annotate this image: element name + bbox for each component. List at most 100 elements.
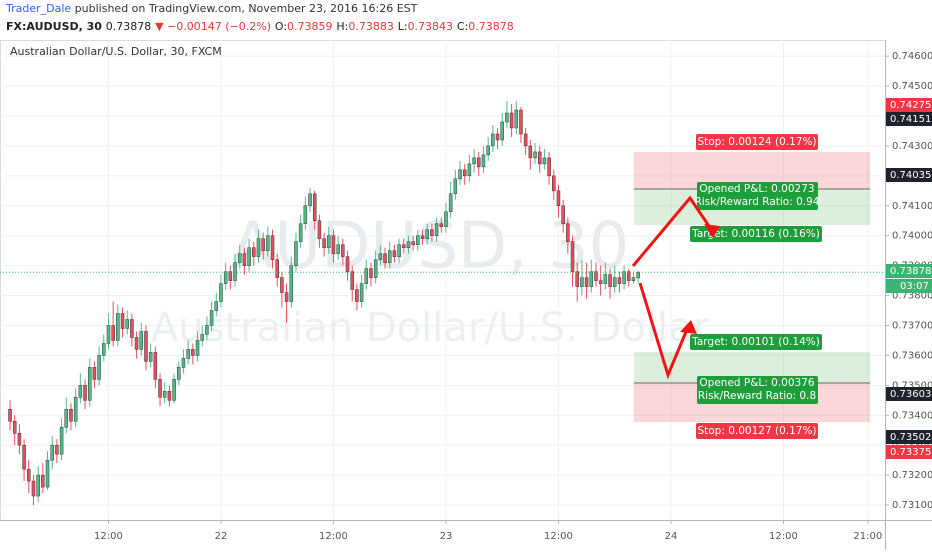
candle-body — [78, 385, 83, 398]
candle-body — [55, 444, 59, 455]
candle-body — [167, 391, 172, 401]
candle-body — [270, 235, 275, 260]
candle-body — [359, 283, 364, 302]
candle-body — [627, 271, 631, 281]
y-tick-label: 0.74300 — [892, 141, 932, 152]
candle-body — [31, 480, 36, 497]
y-tick-label: 0.73500 — [892, 380, 932, 391]
candle-body — [364, 268, 369, 284]
candle-body — [458, 169, 462, 180]
rr-label: Risk/Reward Ratio: 0.8 — [698, 390, 816, 402]
candle-body — [373, 259, 378, 278]
candle-body — [139, 331, 144, 350]
candle-body — [275, 259, 279, 278]
candle-body — [416, 235, 420, 245]
candle-body — [22, 444, 26, 470]
price-tag — [886, 445, 932, 459]
y-tick-label: 0.73400 — [892, 410, 932, 421]
candle-body — [537, 151, 542, 165]
candle-body — [242, 253, 247, 266]
candle-body — [144, 331, 148, 362]
candle-body — [533, 151, 537, 159]
author[interactable]: Trader_Dale — [5, 2, 71, 15]
candle-body — [612, 277, 617, 287]
symbol-line: FX:AUDUSD, 30 0.73878 ▼ −0.00147 (−0.2%)… — [6, 20, 514, 33]
candle-body — [120, 313, 125, 329]
candle-body — [444, 211, 448, 227]
candle-body — [392, 250, 397, 257]
candle-body — [439, 223, 444, 227]
candle-body — [580, 277, 584, 287]
countdown-tag — [886, 279, 932, 293]
change: ▼ −0.00147 (−0.2%) — [155, 20, 271, 33]
x-tick-label: 12:00 — [769, 531, 798, 542]
candle-body — [608, 274, 612, 287]
candle-body — [214, 301, 219, 311]
candle-body — [111, 325, 115, 341]
candle-body — [36, 474, 40, 497]
pnl-label: Opened P&L: 0.00273 — [699, 183, 814, 195]
candle-body — [636, 271, 640, 279]
candle-body — [350, 271, 354, 290]
candle-body — [547, 157, 551, 177]
price-tag — [886, 387, 932, 401]
candle-body — [411, 241, 415, 245]
candle-body — [514, 109, 519, 129]
candle-body — [584, 277, 589, 287]
arrow — [638, 282, 690, 380]
candle-body — [402, 244, 406, 248]
candle-body — [158, 379, 162, 398]
candle-body — [97, 355, 101, 380]
price-tag-label: 0.74151 — [890, 114, 931, 125]
ohlc-value: 0.73859 — [287, 20, 333, 33]
candle-body — [303, 205, 308, 224]
candle-body — [430, 229, 434, 236]
price-tag-label: 0.73502 — [890, 432, 931, 443]
y-tick-label: 0.73700 — [892, 320, 932, 331]
candle-body — [561, 205, 565, 224]
price-tag-label: 0.73878 — [890, 266, 931, 277]
candle-body — [280, 277, 284, 293]
candle-body — [106, 325, 111, 344]
candle-body — [472, 157, 476, 165]
candle-body — [462, 169, 467, 177]
price-tag-label: 0.74035 — [890, 170, 931, 181]
candle-body — [181, 358, 186, 368]
ohlc-value: 0.73883 — [348, 20, 394, 33]
symbol: FX:AUDUSD, 30 — [6, 20, 102, 33]
candle-body — [486, 145, 490, 156]
candle-body — [294, 241, 298, 266]
price-tag-label: 0.73375 — [890, 447, 931, 458]
candle-body — [134, 337, 139, 350]
candle-body — [92, 367, 97, 380]
candle-body — [575, 271, 579, 287]
ohlc-label: O: — [275, 20, 287, 33]
candle-body — [64, 409, 69, 428]
candle-body — [603, 274, 608, 284]
candle-body — [186, 349, 190, 359]
candle-body — [247, 247, 251, 266]
candle-body — [219, 283, 223, 302]
ohlc-label: C: — [457, 20, 468, 33]
candle-body — [345, 256, 350, 272]
candle-body — [495, 133, 500, 141]
candle-body — [322, 238, 326, 248]
candle-body — [50, 444, 54, 461]
x-tick-label: 24 — [665, 531, 678, 542]
candle-body — [387, 250, 392, 263]
arrow — [631, 195, 715, 267]
candle-body — [153, 352, 158, 380]
header-line: Trader_Dale published on TradingView.com… — [5, 2, 418, 15]
candle-body — [617, 277, 622, 284]
candle-body — [27, 468, 31, 482]
candle-body — [252, 247, 256, 257]
candle-body — [397, 244, 401, 257]
target-label-box — [690, 334, 822, 350]
candle-body — [566, 223, 570, 242]
candle-body — [542, 157, 547, 165]
candle-body — [481, 154, 486, 168]
rr-label: Risk/Reward Ratio: 0.94 — [695, 196, 820, 208]
candle-body — [556, 190, 561, 207]
candle-body — [87, 367, 92, 401]
